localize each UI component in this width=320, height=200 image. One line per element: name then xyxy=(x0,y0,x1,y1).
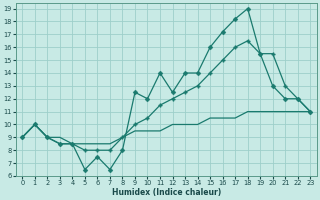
X-axis label: Humidex (Indice chaleur): Humidex (Indice chaleur) xyxy=(112,188,221,197)
